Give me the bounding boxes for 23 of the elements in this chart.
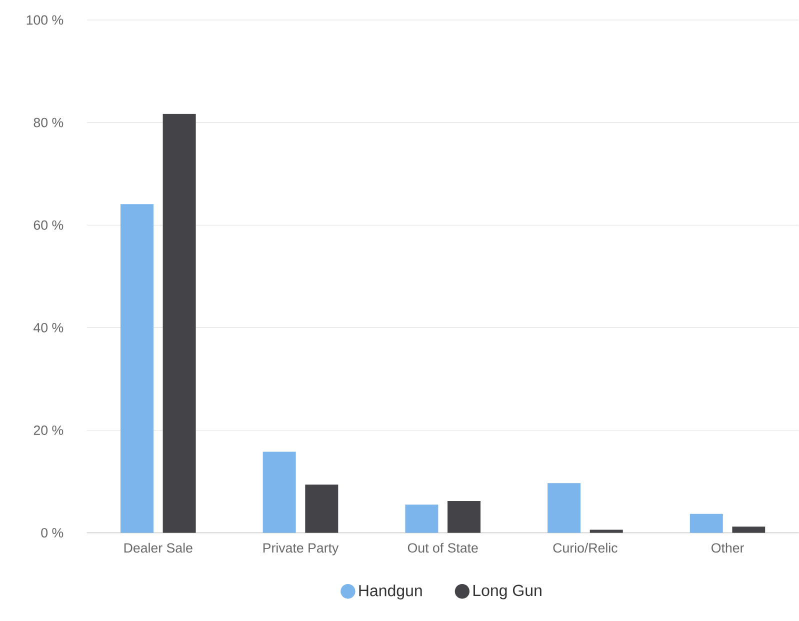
bar: [732, 526, 766, 533]
y-tick-label: 20 %: [34, 426, 64, 436]
y-tick-label: 100 %: [26, 15, 64, 25]
y-tick-label: 60 %: [34, 220, 64, 230]
bar: [690, 514, 723, 533]
y-tick-label: 80 %: [34, 118, 64, 128]
bar: [120, 204, 154, 533]
x-tick-label: Curio/Relic: [553, 542, 618, 553]
bar: [548, 483, 581, 533]
bar: [305, 484, 338, 533]
y-tick-label: 0 %: [41, 528, 64, 538]
bar: [162, 114, 196, 533]
x-tick-label: Out of State: [408, 542, 478, 553]
x-tick-label: Dealer Sale: [124, 542, 192, 553]
legend-label: Handgun: [359, 584, 422, 600]
bar: [590, 530, 623, 533]
bar: [448, 501, 481, 533]
x-tick-label: Private Party: [263, 542, 339, 556]
legend-label: Long Gun: [473, 584, 542, 600]
bar: [405, 504, 438, 533]
y-tick-label: 40 %: [34, 323, 64, 333]
x-tick-label: Other: [712, 542, 744, 553]
bar: [262, 452, 296, 533]
